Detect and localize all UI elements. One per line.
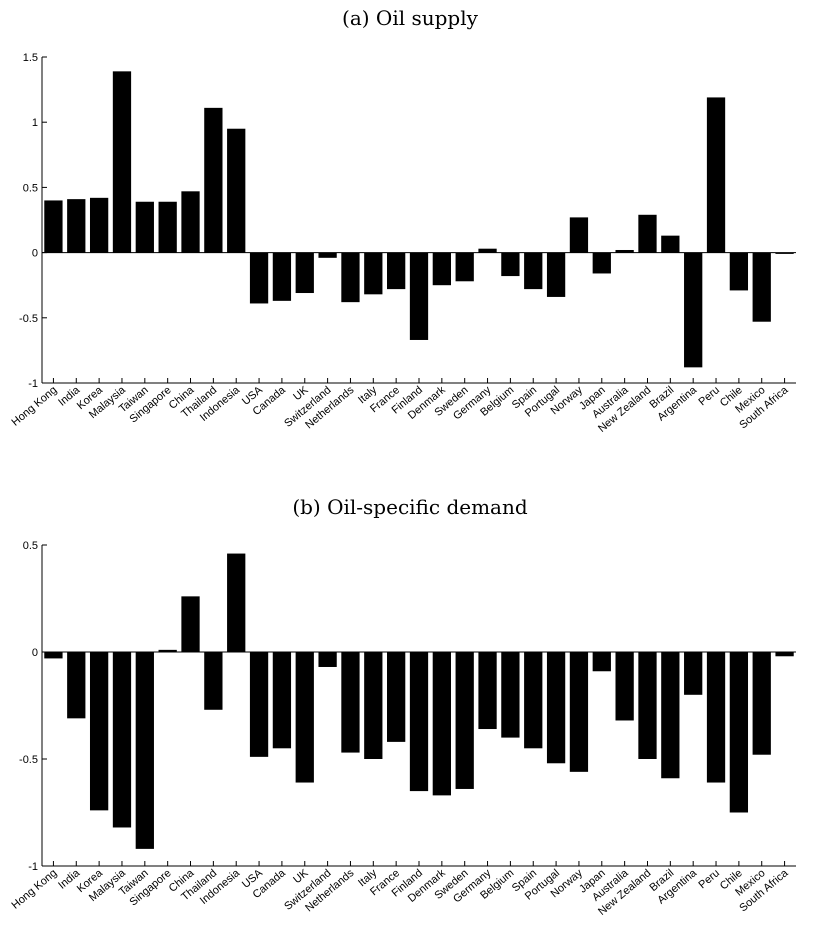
y-tick-label: -0.5: [19, 313, 38, 325]
bar: [409, 252, 429, 340]
bar: [729, 252, 749, 291]
y-tick-label: -1: [28, 378, 38, 390]
bar: [341, 252, 360, 303]
bar: [524, 252, 543, 290]
bar: [432, 252, 451, 286]
bar: [638, 214, 657, 253]
bar: [684, 652, 703, 695]
bar: [661, 235, 680, 253]
bar: [364, 652, 383, 759]
bar: [318, 252, 337, 258]
bar: [272, 252, 292, 301]
bar: [432, 652, 451, 796]
y-tick-label: -1: [28, 861, 38, 873]
bar: [227, 128, 246, 253]
bar: [501, 652, 520, 738]
bar: [204, 107, 223, 253]
bar: [706, 652, 726, 783]
bar: [546, 252, 566, 297]
bar: [318, 652, 337, 667]
y-tick-label: 0.5: [23, 540, 38, 552]
bar: [615, 249, 634, 253]
bar: [387, 252, 406, 290]
bar: [158, 201, 177, 253]
bar: [455, 252, 474, 282]
bar: [181, 596, 200, 652]
bar: [295, 252, 314, 294]
bar: [478, 652, 497, 730]
bar: [135, 201, 154, 253]
bar: [249, 652, 269, 757]
bar: [204, 652, 223, 710]
bar: [409, 652, 429, 792]
bar: [592, 252, 611, 274]
bar: [592, 652, 611, 672]
bar: [89, 652, 109, 811]
bar: [501, 252, 520, 277]
bar: [524, 652, 543, 749]
bar: [638, 652, 657, 759]
bar: [67, 652, 86, 719]
y-tick-label: 0: [32, 647, 38, 659]
bar: [295, 652, 314, 783]
bar: [158, 649, 177, 652]
bar: [684, 252, 703, 368]
bar: [112, 71, 132, 253]
chart-a-title: (a) Oil supply: [342, 6, 478, 30]
bar: [775, 252, 794, 254]
y-tick-label: 0: [32, 248, 38, 260]
bar: [272, 652, 292, 749]
bar: [67, 199, 86, 253]
x-tick-label: Hong Kong: [9, 867, 59, 912]
x-tick-label: Peru: [696, 867, 722, 891]
bar: [44, 200, 63, 253]
bar: [112, 652, 132, 828]
bar: [706, 97, 726, 253]
bar: [227, 553, 246, 652]
bar: [135, 652, 154, 849]
bar: [181, 191, 200, 253]
bar: [364, 252, 383, 295]
bar: [478, 248, 497, 253]
bar: [569, 217, 589, 253]
bar: [729, 652, 749, 813]
bar: [615, 652, 634, 721]
bar: [341, 652, 360, 753]
bar: [661, 652, 680, 779]
bar: [752, 252, 771, 322]
bar: [775, 652, 794, 657]
bar: [455, 652, 474, 789]
bar: [752, 652, 771, 755]
y-tick-label: -0.5: [19, 754, 38, 766]
y-tick-label: 1.5: [23, 52, 38, 64]
bar: [387, 652, 406, 742]
bar: [89, 197, 109, 253]
bar: [249, 252, 269, 304]
y-tick-label: 1: [32, 117, 38, 129]
bar: [569, 652, 589, 772]
bar: [546, 652, 566, 764]
bar: [44, 652, 63, 659]
y-tick-label: 0.5: [23, 182, 38, 194]
chart-b-title: (b) Oil-specific demand: [292, 495, 528, 519]
